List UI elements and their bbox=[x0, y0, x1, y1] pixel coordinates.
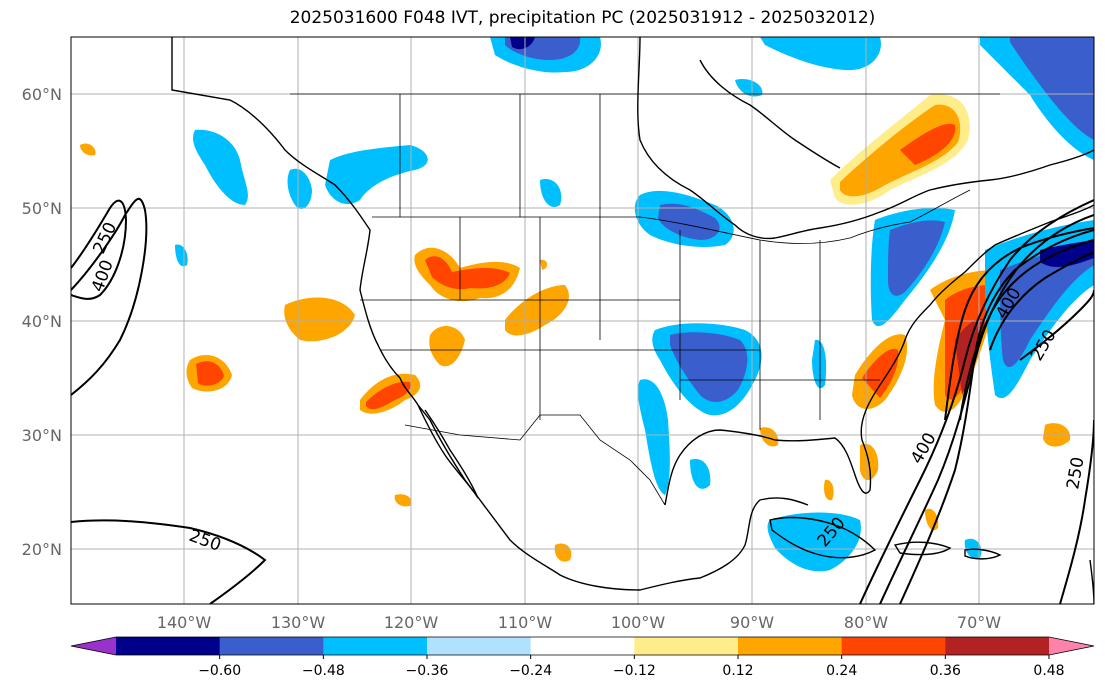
lat-label-40n: 40°N bbox=[22, 312, 62, 331]
colorbar-segment bbox=[738, 637, 843, 655]
lon-label-110w: 110°W bbox=[498, 613, 553, 632]
colorbar-segment bbox=[945, 637, 1050, 655]
lat-label-20n: 20°N bbox=[22, 540, 62, 559]
gridlines bbox=[71, 37, 1094, 604]
latitude-labels: 60°N 50°N 40°N 30°N 20°N bbox=[22, 85, 62, 559]
longitude-labels: 140°W 130°W 120°W 110°W 100°W 90°W 80°W … bbox=[157, 613, 1001, 632]
lon-label-130w: 130°W bbox=[271, 613, 326, 632]
precip-shading-negative bbox=[175, 37, 1094, 572]
colorbar-segment bbox=[323, 637, 428, 655]
colorbar-tick-label: 0.36 bbox=[930, 663, 961, 679]
lon-label-140w: 140°W bbox=[157, 613, 212, 632]
colorbar bbox=[70, 636, 1095, 656]
colorbar-labels: −0.60 −0.48 −0.36 −0.24 −0.12 0.12 0.24 0.36 0.4… bbox=[198, 655, 1065, 679]
map-frame bbox=[70, 36, 1095, 605]
lat-label-30n: 30°N bbox=[22, 426, 62, 445]
colorbar-segment bbox=[530, 637, 635, 655]
ivt-contours bbox=[71, 197, 1094, 604]
colorbar-tick-label: −0.12 bbox=[613, 663, 656, 679]
map-title: 2025031600 F048 IVT, precipitation PC (2… bbox=[289, 8, 876, 28]
colorbar-segment bbox=[841, 637, 946, 655]
colorbar-tick-label: 0.48 bbox=[1033, 663, 1064, 679]
lon-label-90w: 90°W bbox=[730, 613, 774, 632]
lat-label-50n: 50°N bbox=[22, 199, 62, 218]
map-plot-area: 250 400 250 400 250 250 400 250 bbox=[71, 37, 1094, 604]
colorbar-segment bbox=[219, 637, 324, 655]
colorbar-tick-label: 0.12 bbox=[722, 663, 753, 679]
colorbar-outline bbox=[70, 636, 1095, 656]
colorbar-tick-label: −0.60 bbox=[198, 663, 241, 679]
colorbar-segment bbox=[116, 637, 221, 655]
colorbar-tick-label: −0.36 bbox=[406, 663, 449, 679]
lon-label-70w: 70°W bbox=[957, 613, 1001, 632]
colorbar-segment bbox=[427, 637, 532, 655]
colorbar-segment bbox=[634, 637, 739, 655]
coastlines bbox=[171, 37, 1094, 604]
colorbar-tick-label: −0.24 bbox=[509, 663, 552, 679]
colorbar-extend-low bbox=[71, 637, 116, 655]
lon-label-100w: 100°W bbox=[611, 613, 666, 632]
colorbar-tick-label: −0.48 bbox=[302, 663, 345, 679]
lon-label-80w: 80°W bbox=[844, 613, 888, 632]
lat-label-60n: 60°N bbox=[22, 85, 62, 104]
colorbar-tick-label: 0.24 bbox=[826, 663, 857, 679]
political-borders bbox=[290, 93, 1000, 506]
lon-label-120w: 120°W bbox=[384, 613, 439, 632]
colorbar-extend-high bbox=[1049, 637, 1094, 655]
